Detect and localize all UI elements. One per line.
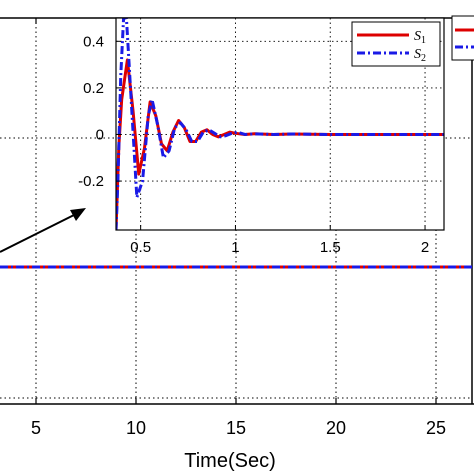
inset-y-tick-label: 0 bbox=[96, 126, 104, 143]
inset-x-tick-label: 2 bbox=[421, 239, 429, 256]
inset-x-tick-label: 1 bbox=[231, 239, 239, 256]
zoom-arrow-shaft bbox=[0, 213, 77, 253]
zoom-arrow-head bbox=[70, 208, 86, 221]
inset-ticks: 0.5 1 1.5 2 0.4 0.2 0 -0.2 bbox=[78, 33, 429, 256]
inset-series-group bbox=[116, 18, 444, 230]
main-x-tick-label: 25 bbox=[426, 418, 446, 438]
inset-legend-label-s1: S1 bbox=[414, 29, 426, 46]
inset-legend-box bbox=[351, 21, 441, 67]
inset-y-tick-label: 0.4 bbox=[83, 33, 104, 50]
main-x-tick-label: 10 bbox=[126, 418, 146, 438]
main-legend bbox=[451, 15, 474, 61]
main-legend-box bbox=[451, 15, 474, 61]
inset-x-tick-label: 1.5 bbox=[320, 239, 341, 256]
inset-y-tick-label: 0.2 bbox=[83, 80, 104, 97]
inset-frame bbox=[115, 17, 445, 231]
zoom-arrow bbox=[0, 208, 86, 253]
main-x-tick-label: 20 bbox=[326, 418, 346, 438]
inset-y-tick-label: -0.2 bbox=[78, 173, 104, 190]
x-axis-label: Time(Sec) bbox=[184, 450, 275, 472]
inset-x-tick-label: 0.5 bbox=[130, 239, 151, 256]
main-x-tick-label: 15 bbox=[226, 418, 246, 438]
main-x-tick-label: 5 bbox=[31, 418, 41, 438]
inset-series-line-s2 bbox=[116, 18, 444, 230]
inset-legend: S1 S2 bbox=[351, 21, 441, 67]
inset-legend-label-s2: S2 bbox=[414, 47, 426, 64]
